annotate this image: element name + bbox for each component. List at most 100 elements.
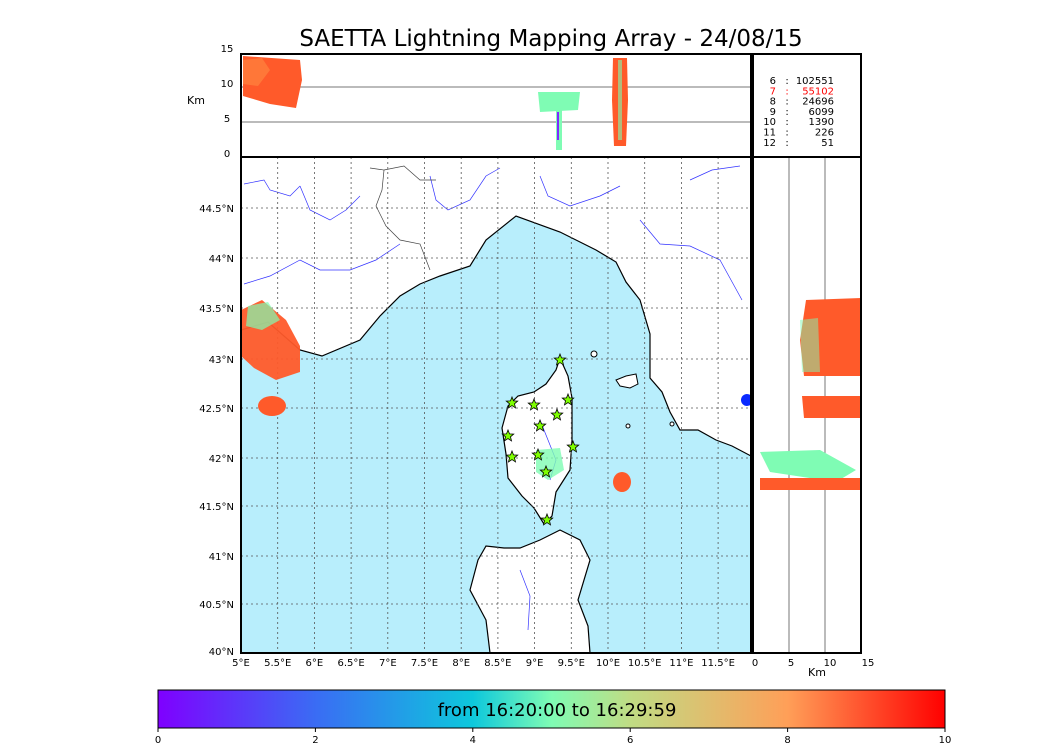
legend-count-10: 1390 — [809, 117, 834, 128]
range-tick-15: 15 — [862, 658, 875, 669]
lat-tick-label: 42.5°N — [199, 404, 234, 415]
station-star-marker — [561, 392, 575, 406]
storm-cluster-southwest-right — [802, 396, 861, 418]
lon-tick-label: 8°E — [452, 658, 470, 669]
legend-separator: : — [785, 138, 788, 149]
storm-cluster-west-map-edge — [246, 302, 280, 330]
legend-count-12: 51 — [821, 138, 834, 149]
storm-cluster-southwest-map — [258, 396, 286, 416]
time-colorbar: from 16:20:00 to 16:29:59 0 2 4 6 8 10 — [155, 689, 952, 746]
range-tick-10: 10 — [824, 658, 837, 669]
legend-station-11: 11 — [763, 128, 776, 139]
lon-tick-label: 9°E — [526, 658, 544, 669]
legend-station-6: 6 — [770, 76, 776, 87]
colorbar-tick-label: 4 — [470, 735, 476, 746]
station-star-marker — [527, 397, 541, 411]
lon-tick-label: 7.5°E — [411, 658, 438, 669]
altitude-axis-label: Km — [187, 94, 205, 107]
colorbar-tick-label: 6 — [627, 735, 633, 746]
lon-tick-label: 5.5°E — [264, 658, 291, 669]
lma-stations — [501, 352, 580, 526]
station-count-legend: 6:1025517:551028:246969:609910:139011:22… — [752, 53, 862, 158]
legend-count-6: 102551 — [796, 76, 834, 87]
lon-tick-label: 6.5°E — [337, 658, 364, 669]
lat-tick-label: 43°N — [209, 355, 234, 366]
lon-tick-label: 7°E — [379, 658, 397, 669]
rivers — [243, 165, 743, 631]
lat-tick-label: 43.5°N — [199, 304, 234, 315]
legend-separator: : — [785, 117, 788, 128]
legend-station-12: 12 — [763, 138, 776, 149]
legend-station-8: 8 — [770, 97, 776, 108]
legend-separator: : — [785, 97, 788, 108]
range-axis-label: Km — [808, 666, 826, 679]
station-star-marker — [553, 352, 567, 366]
lightning-clusters-map — [241, 300, 751, 492]
storm-cluster-central-top-early — [557, 112, 559, 140]
colorbar-gradient — [157, 689, 946, 729]
station-star-marker — [533, 418, 547, 432]
legend-separator: : — [785, 86, 788, 97]
lat-tick-label: 40.5°N — [199, 600, 234, 611]
colorbar-label: from 16:20:00 to 16:29:59 — [438, 700, 677, 721]
altitude-tick-10: 10 — [221, 79, 234, 90]
lon-tick-label: 11°E — [669, 658, 693, 669]
altitude-latitude-panel: 0 5 10 15 Km — [752, 156, 875, 679]
legend-station-10: 10 — [763, 117, 776, 128]
range-tick-5: 5 — [788, 658, 794, 669]
station-star-marker — [505, 449, 519, 463]
sea-area — [241, 215, 751, 653]
lat-tick-label: 44.5°N — [199, 204, 234, 215]
country-borders — [369, 165, 436, 271]
lon-tick-label: 5°E — [232, 658, 250, 669]
figure-title: SAETTA Lightning Mapping Array - 24/08/1… — [299, 26, 802, 52]
legend-station-9: 9 — [770, 107, 776, 118]
lat-tick-label: 40°N — [209, 647, 234, 658]
lon-tick-label: 11.5°E — [701, 658, 735, 669]
altitude-tick-5: 5 — [224, 114, 230, 125]
station-star-marker — [566, 439, 580, 453]
legend-count-11: 226 — [815, 128, 834, 139]
lon-tick-label: 8.5°E — [484, 658, 511, 669]
storm-cluster-east-right — [760, 478, 861, 490]
corsica-island — [501, 356, 573, 525]
station-star-marker — [531, 447, 545, 461]
altitude-strokes-top — [243, 56, 628, 150]
station-marker-blue — [741, 394, 751, 406]
lon-tick-label: 10.5°E — [628, 658, 662, 669]
lat-tick-label: 42°N — [209, 454, 234, 465]
small-island — [669, 421, 675, 427]
lat-tick-label: 41°N — [209, 552, 234, 563]
legend-separator: : — [785, 107, 788, 118]
station-star-marker — [501, 428, 515, 442]
altitude-tick-15: 15 — [221, 44, 234, 55]
station-star-marker — [505, 395, 519, 409]
lon-tick-label: 9.5°E — [558, 658, 585, 669]
map-graticule — [241, 157, 751, 653]
lat-tick-label: 44°N — [209, 254, 234, 265]
storm-cluster-west-top-core — [243, 58, 270, 86]
elba-island — [615, 373, 639, 389]
storm-cluster-west-right-edge — [800, 318, 820, 372]
giglio-island — [625, 423, 631, 429]
altitude-tick-0: 0 — [224, 149, 230, 160]
longitude-ticks: 5°E 5.5°E 6°E 6.5°E 7°E 7.5°E 8°E 8.5°E 9°E 9.5°E… — [232, 658, 735, 669]
lon-tick-label: 6°E — [306, 658, 324, 669]
altitude-longitude-panel: Km 15 10 5 0 — [187, 44, 752, 160]
legend-separator: : — [785, 76, 788, 87]
storm-cluster-east-top-core — [618, 60, 622, 140]
colorbar-tick-label: 10 — [939, 735, 952, 746]
legend-station-7: 7 — [770, 86, 776, 97]
station-star-marker — [540, 512, 554, 526]
station-star-marker — [539, 464, 553, 478]
colorbar-tick-label: 8 — [784, 735, 790, 746]
lat-tick-label: 41.5°N — [199, 502, 234, 513]
capraia-island — [590, 350, 598, 358]
range-tick-0: 0 — [752, 658, 758, 669]
colorbar-tick-label: 0 — [155, 735, 161, 746]
legend-count-7: 55102 — [802, 86, 834, 97]
legend-count-8: 24696 — [802, 97, 834, 108]
storm-cluster-central-right — [760, 450, 856, 482]
colorbar-tick-label: 2 — [312, 735, 318, 746]
